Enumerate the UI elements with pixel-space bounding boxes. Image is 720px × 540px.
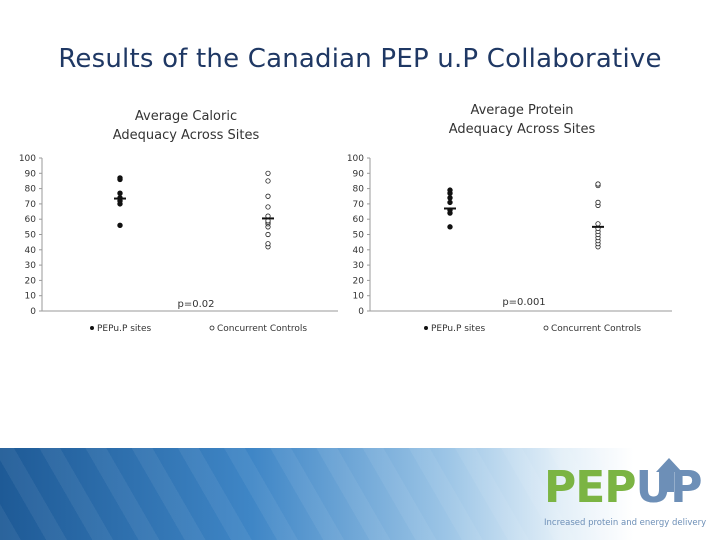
p-value-annotation: p=0.001 <box>502 297 545 308</box>
logo-wordmark: PEPUP <box>544 466 703 510</box>
logo-up-text: UP <box>635 462 703 513</box>
y-tick-label: 90 <box>353 169 365 179</box>
data-point <box>265 231 271 238</box>
y-tick-label: 100 <box>19 154 36 164</box>
y-tick-label: 30 <box>25 261 37 271</box>
y-tick-label: 80 <box>353 185 365 195</box>
y-tick-label: 60 <box>353 215 365 225</box>
pepup-logo: PEPUP Increased protein and energy deliv… <box>544 458 714 534</box>
y-tick-label: 50 <box>353 231 365 241</box>
y-tick-label: 60 <box>25 215 37 225</box>
data-point <box>265 204 271 210</box>
slide-title: Results of the Canadian PEP u.P Collabor… <box>58 44 662 74</box>
y-tick-label: 20 <box>25 276 37 286</box>
data-point <box>447 199 453 206</box>
y-tick-label: 10 <box>25 292 37 302</box>
y-tick-label: 80 <box>25 185 37 195</box>
y-tick-label: 0 <box>30 307 36 317</box>
y-tick-label: 90 <box>25 169 37 179</box>
data-point <box>265 178 271 184</box>
y-tick-label: 40 <box>353 246 365 256</box>
chart-1: Average Caloric Adequacy Across Sites 0 10 2… <box>19 109 338 334</box>
logo-tagline: Increased protein and energy delivery <box>544 518 707 528</box>
y-tick-label: 20 <box>353 276 365 286</box>
legend-label: PEPu.P sites <box>97 324 151 334</box>
data-point <box>595 181 601 187</box>
y-tick-label: 70 <box>25 200 37 210</box>
chart-title-line: Adequacy Across Sites <box>449 122 596 137</box>
data-point <box>117 222 123 229</box>
y-tick-label: 0 <box>358 307 364 317</box>
data-point <box>117 175 123 181</box>
y-tick-label: 40 <box>25 246 37 256</box>
y-tick-label: 30 <box>353 261 365 271</box>
legend-marker <box>543 325 549 331</box>
data-point <box>595 199 601 205</box>
up-arrow-icon <box>656 458 682 492</box>
y-tick-label: 10 <box>353 292 365 302</box>
data-point <box>117 190 123 196</box>
y-tick-label: 100 <box>347 154 364 164</box>
footer-band <box>0 448 720 540</box>
y-tick-label: 50 <box>25 231 37 241</box>
data-point <box>595 221 601 227</box>
chart-title-line: Average Protein <box>470 103 573 118</box>
logo-pep-text: PEP <box>544 462 637 513</box>
chart-2: Average Protein Adequacy Across Sites 0 10 2… <box>347 103 672 334</box>
legend-label: Concurrent Controls <box>551 324 641 334</box>
data-point <box>265 193 271 199</box>
data-point <box>265 241 271 247</box>
legend-marker <box>209 325 215 331</box>
chart-title-line: Adequacy Across Sites <box>113 128 260 143</box>
legend-marker <box>424 326 428 330</box>
charts-canvas: Average Caloric Adequacy Across Sites 0 10 2… <box>19 103 672 334</box>
y-tick-label: 70 <box>353 200 365 210</box>
p-value-annotation: p=0.02 <box>178 299 215 310</box>
data-point <box>447 195 453 201</box>
legend-marker <box>90 326 94 330</box>
data-point <box>447 224 453 230</box>
data-point <box>447 187 453 193</box>
legend-label: PEPu.P sites <box>431 324 485 334</box>
data-point <box>265 170 271 176</box>
legend-label: Concurrent Controls <box>217 324 307 334</box>
chart-title-line: Average Caloric <box>135 109 237 124</box>
